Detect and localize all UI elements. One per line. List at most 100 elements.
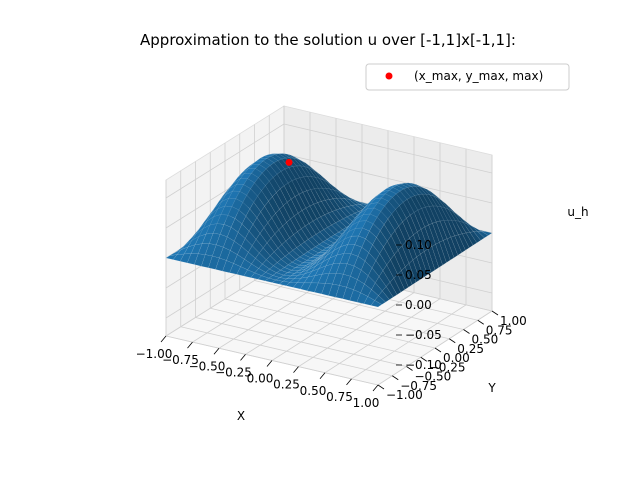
x-tick-label: 0.50 <box>300 384 327 398</box>
surface-patch <box>294 265 307 269</box>
z-back-gridline <box>283 153 493 204</box>
surface-patch <box>330 237 342 250</box>
tick-mark <box>293 366 299 373</box>
tick-mark <box>449 338 456 344</box>
surface-patch <box>378 270 391 287</box>
tick-mark <box>434 347 442 353</box>
surface-patch <box>441 200 453 212</box>
x-tick-label: −0.25 <box>215 365 252 379</box>
surface-patch <box>219 246 231 261</box>
x-tick-label: −0.50 <box>189 359 226 373</box>
surface-patch <box>334 231 346 245</box>
surface-patch <box>250 272 263 280</box>
legend-label: (x_max, y_max, max) <box>414 69 543 83</box>
surface-patch <box>266 238 279 253</box>
surface-patch <box>165 254 178 260</box>
surface-patch <box>186 253 199 265</box>
surface-patch <box>322 250 334 263</box>
tick-mark <box>477 319 484 325</box>
surface-patch <box>333 238 345 252</box>
y-floor-gridline <box>254 280 464 330</box>
surface-patch <box>306 259 318 266</box>
y-tick-label: −1.00 <box>386 388 423 402</box>
surface-patch <box>300 282 312 291</box>
surface-patch <box>284 253 297 263</box>
surface-patch <box>313 252 327 256</box>
surface-patch <box>335 285 347 300</box>
surface-patch <box>328 283 340 298</box>
z-back-gridline <box>283 123 493 174</box>
surface-patch <box>355 220 367 229</box>
x-tick-label: 0.25 <box>273 378 300 392</box>
surface-patch <box>373 202 385 212</box>
markers <box>285 158 293 166</box>
y-tick-label: 1.00 <box>500 314 527 328</box>
surface-patch <box>220 205 233 216</box>
surface-patch <box>345 194 357 201</box>
surface-patch <box>239 184 251 196</box>
surface-patch <box>358 213 371 222</box>
surface-patch <box>352 199 364 205</box>
surface-patch <box>300 271 313 279</box>
surface-patch <box>213 205 226 217</box>
tick-mark <box>319 372 326 380</box>
chart-title: Approximation to the solution u over [-1… <box>140 31 516 49</box>
surface-patch <box>280 256 293 266</box>
tick-mark <box>406 366 413 371</box>
surface-patch <box>377 197 389 207</box>
z-tick-label: −0.05 <box>405 328 442 342</box>
surface-patch <box>314 282 326 295</box>
y-floor-gridline <box>239 289 450 340</box>
surface-patch <box>365 213 378 225</box>
y-axis-label: Y <box>487 381 496 395</box>
surface-patch <box>343 244 355 254</box>
surface-patch <box>363 296 375 306</box>
surface-patch <box>293 273 306 280</box>
surface-patch <box>271 279 284 285</box>
y-tick-label: 0.75 <box>486 323 513 337</box>
x-tick-label: 0.00 <box>247 372 274 386</box>
surface-patch <box>325 254 338 267</box>
x-tick-label: −1.00 <box>136 347 173 361</box>
tick-mark <box>372 384 379 392</box>
surface-patch <box>447 219 459 237</box>
surface-patch <box>357 269 369 285</box>
y-floor-gridline <box>210 307 421 358</box>
z-axis-label: u_h <box>567 205 588 219</box>
surface-patch <box>351 204 363 212</box>
surface-patch <box>370 300 383 308</box>
surface-patch <box>364 275 376 290</box>
y-floor-gridline <box>195 317 407 367</box>
y-tick-label: −0.25 <box>429 360 466 374</box>
y-tick-label: −0.75 <box>400 379 437 393</box>
z-tick-label: −0.10 <box>405 358 442 372</box>
surface-patch <box>326 243 338 256</box>
surface-patch <box>233 231 246 247</box>
x-tick-label: 0.75 <box>326 390 353 404</box>
surface-patch <box>397 245 410 268</box>
surface-patch <box>172 253 185 262</box>
surface-patch <box>292 282 305 290</box>
y-tick-label: 0.25 <box>457 342 484 356</box>
surface-patch <box>255 164 267 174</box>
tick-mark <box>266 360 273 367</box>
legend-box <box>365 63 570 91</box>
surface-patch <box>351 214 364 226</box>
surface-patch <box>418 193 430 208</box>
surface-patch <box>304 265 316 274</box>
surface-patch <box>337 225 350 240</box>
surface-patch <box>353 256 366 271</box>
y-tick-label: −0.50 <box>415 370 452 384</box>
surface-patch <box>243 269 255 278</box>
surface-patch <box>295 256 308 263</box>
tick-mark <box>187 341 193 349</box>
surface-patch <box>315 255 327 267</box>
surface-mesh <box>165 153 493 308</box>
surface-patch <box>169 249 182 256</box>
x-axis-label: X <box>237 409 245 423</box>
y-tick-label: 0.50 <box>472 333 499 347</box>
surface-patch <box>354 235 366 248</box>
tick-mark <box>160 335 167 343</box>
surface-patch <box>301 265 313 273</box>
